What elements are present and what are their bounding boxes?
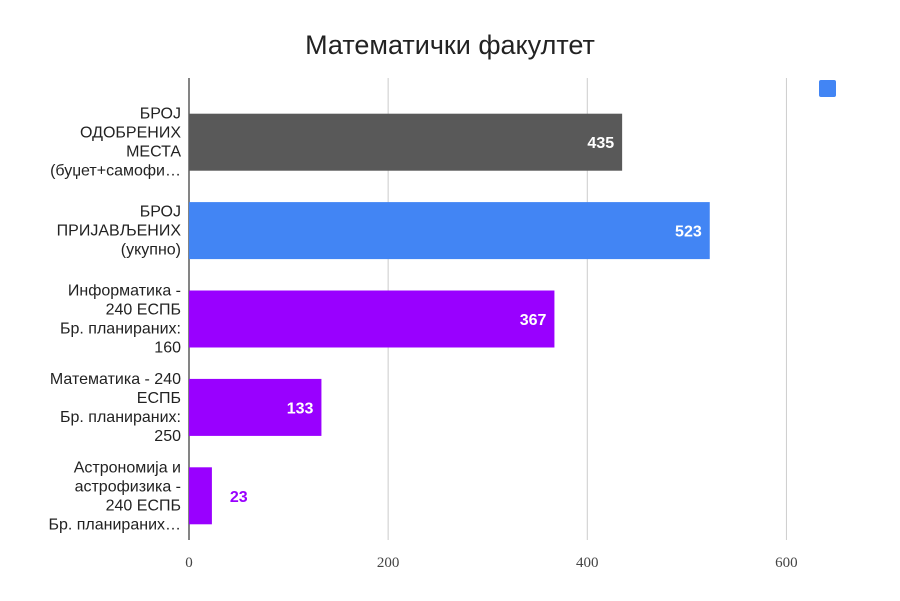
bar-value-label-2: 367	[520, 312, 547, 329]
category-label-3: Математика - 240 ЕСПБ Бр. планираних: 250	[50, 371, 181, 445]
x-tick-label-200: 200	[377, 555, 400, 571]
category-label-0: БРОЈ ОДОБРЕНИХ МЕСТА (буџет+самофи…	[50, 106, 181, 180]
x-tick-label-600: 600	[775, 555, 798, 571]
x-tick-label-0: 0	[185, 555, 193, 571]
category-label-4: Астрономија и астрофизика -240 ЕСПБ Бр. пл…	[48, 459, 181, 533]
category-labels: БРОЈ ОДОБРЕНИХ МЕСТА (буџет+самофи… БРОЈ ПРИЈ…	[48, 106, 181, 534]
bar-value-label-4: 23	[230, 489, 248, 506]
bar-value-label-3: 133	[287, 400, 314, 417]
bar-1	[189, 202, 710, 260]
chart-title: Математички факултет	[305, 30, 595, 60]
legend-swatch-0	[819, 80, 836, 97]
x-axis-ticks: 0 200 400 600	[185, 555, 797, 571]
category-label-2: Информатика -240 ЕСПБ Бр. планираних: 160	[60, 283, 181, 357]
bar-0	[189, 113, 623, 171]
bar-value-label-1: 523	[675, 224, 702, 241]
category-label-1: БРОЈ ПРИЈАВЉЕНИХ (укупно)	[57, 204, 182, 259]
bar-value-label-0: 435	[587, 135, 614, 152]
bar-3	[189, 378, 322, 436]
bar-2	[189, 290, 555, 348]
x-tick-label-400: 400	[576, 555, 599, 571]
bar-4	[189, 467, 212, 525]
bars: 435 523 367 133 23	[189, 113, 710, 525]
legend	[819, 80, 836, 97]
